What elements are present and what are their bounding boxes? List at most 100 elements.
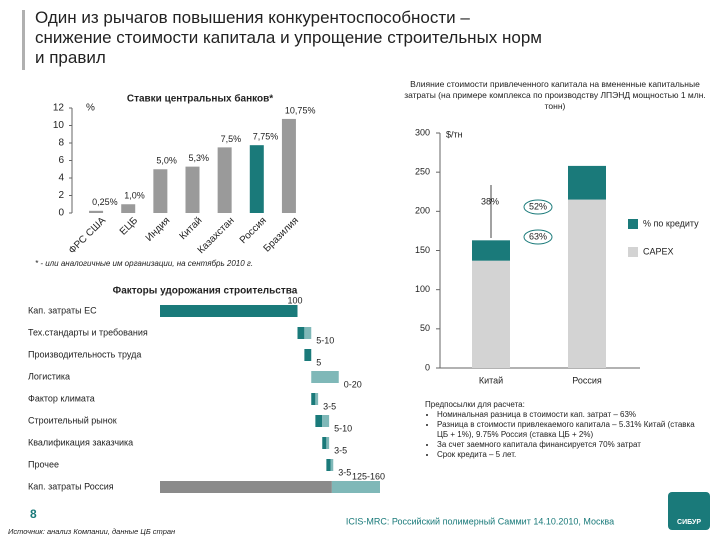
category-label: Строительный рынок	[28, 415, 117, 425]
x-tick-label: Китай	[178, 215, 205, 242]
logo: СИБУР	[677, 519, 701, 526]
value-label: 0,25%	[92, 197, 118, 207]
annotation-ring	[523, 199, 553, 215]
legend-swatch	[628, 219, 638, 229]
x-tick-label: Китай	[479, 375, 503, 385]
title-line: снижение стоимости капитала и упрощение …	[35, 28, 542, 47]
bar	[153, 169, 168, 213]
category-label: Квалификация заказчика	[28, 437, 133, 447]
y-tick-label: 0	[425, 362, 430, 372]
bar-range	[304, 327, 312, 339]
bar	[304, 349, 312, 361]
annotation: 63%	[529, 231, 547, 241]
note: Номинальная разница в стоимости кап. зат…	[437, 410, 695, 420]
y-unit: $/тн	[446, 129, 463, 139]
x-tick-label: Россия	[572, 375, 602, 385]
bar	[315, 415, 323, 427]
y-tick-label: 50	[420, 323, 430, 333]
bar	[249, 145, 264, 213]
value-label: 5-10	[316, 335, 334, 345]
value-label: 1,0%	[124, 191, 145, 201]
value-label: 5	[316, 357, 321, 367]
category-label: Фактор климата	[28, 393, 95, 403]
bar-segment	[568, 165, 606, 200]
bar	[160, 481, 332, 493]
category-label: Кап. затраты ЕС	[28, 305, 97, 315]
annotation: 52%	[529, 201, 547, 211]
bar	[160, 305, 298, 317]
y-unit: %	[86, 103, 95, 114]
title-line: Один из рычагов повышения конкурентоспос…	[35, 8, 470, 27]
x-tick-label: Бразилия	[262, 215, 301, 254]
logo-box	[668, 492, 710, 530]
value-label: 10,75%	[285, 105, 316, 115]
bar-range	[330, 459, 334, 471]
value-label: 3-5	[334, 445, 347, 455]
bar	[121, 204, 136, 213]
chart-title: Влияние стоимости привлеченного капитала…	[404, 79, 706, 111]
category-label: Тех.стандарты и требования	[28, 327, 148, 337]
footnote: * - или аналогичные им организации, на с…	[35, 259, 253, 268]
footer: ICIS-MRC: Российский полимерный Саммит 1…	[346, 516, 614, 526]
annotation: 38%	[481, 196, 499, 206]
chart-title: Ставки центральных банков*	[127, 93, 273, 105]
y-tick-label: 100	[415, 284, 430, 294]
category-label: Прочее	[28, 459, 59, 469]
note: За счет заемного капитала финансируется …	[437, 440, 695, 450]
y-tick-label: 4	[58, 173, 64, 184]
y-tick-label: 300	[415, 127, 430, 137]
bar	[281, 118, 296, 213]
x-tick-label: Россия	[238, 215, 269, 246]
category-label: Производительность труда	[28, 349, 141, 359]
note: Срок кредита – 5 лет.	[437, 450, 695, 460]
bar	[185, 166, 200, 213]
notes: Предпосылки для расчета: Номинальная раз…	[425, 400, 695, 460]
y-tick-label: 200	[415, 206, 430, 216]
y-tick-label: 0	[58, 208, 64, 219]
value-label: 3-5	[338, 467, 351, 477]
bar-segment	[472, 240, 510, 261]
value-label: 5,0%	[156, 156, 177, 166]
bar	[89, 210, 104, 213]
slide-title: Один из рычагов повышения конкурентоспос…	[35, 8, 542, 68]
category-label: Логистика	[28, 371, 70, 381]
bar-range	[315, 393, 319, 405]
value-label: 5,3%	[189, 153, 210, 163]
chart-title: Факторы удорожания строительства	[113, 286, 298, 297]
annotation-ring	[523, 229, 553, 245]
value-label: 0-20	[344, 379, 362, 389]
bar	[326, 459, 331, 471]
bar	[311, 393, 316, 405]
y-tick-label: 6	[58, 155, 64, 166]
x-tick-label: Индия	[144, 215, 173, 244]
value-label: 7,75%	[253, 132, 279, 142]
bar-range	[331, 481, 380, 493]
value-label: 5-10	[334, 423, 352, 433]
x-tick-label: ЕЦБ	[118, 215, 141, 238]
title-accent	[22, 10, 25, 70]
bar	[297, 327, 305, 339]
title-line: и правил	[35, 48, 106, 67]
y-tick-label: 150	[415, 245, 430, 255]
bar-range	[311, 371, 339, 383]
y-tick-label: 250	[415, 167, 430, 177]
legend-label: CAPEX	[643, 246, 674, 256]
y-tick-label: 2	[58, 190, 64, 201]
note: Разница в стоимости привлекаемого капита…	[437, 420, 695, 440]
source: Источник: анализ Компании, данные ЦБ стр…	[8, 527, 175, 536]
legend-swatch	[628, 247, 638, 257]
bar	[322, 437, 327, 449]
bar	[217, 147, 232, 213]
x-tick-label: ФРС США	[67, 215, 108, 256]
legend-label: % по кредиту	[643, 218, 699, 228]
bar-range	[326, 437, 330, 449]
notes-heading: Предпосылки для расчета:	[425, 400, 525, 409]
notes-list: Номинальная разница в стоимости кап. зат…	[425, 410, 695, 460]
value-label: 125-160	[352, 471, 385, 481]
category-label: Кап. затраты Россия	[28, 481, 114, 491]
bar-range	[322, 415, 330, 427]
bar-segment	[568, 199, 606, 368]
page-number: 8	[30, 507, 37, 521]
value-label: 3-5	[323, 401, 336, 411]
